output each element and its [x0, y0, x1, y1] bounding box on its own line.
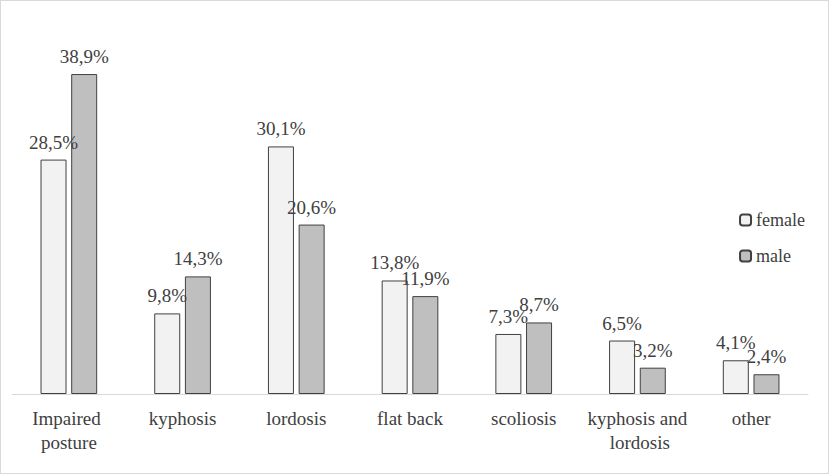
svg-text:kyphosis: kyphosis [149, 408, 217, 429]
svg-text:30,1%: 30,1% [256, 118, 305, 139]
svg-text:6,5%: 6,5% [602, 313, 642, 334]
svg-text:3,2%: 3,2% [633, 340, 673, 361]
svg-text:38,9%: 38,9% [60, 46, 109, 67]
svg-text:female: female [756, 210, 805, 230]
svg-text:male: male [756, 246, 791, 266]
svg-text:posture: posture [41, 432, 97, 453]
svg-text:4,1%: 4,1% [716, 332, 756, 354]
svg-text:7,3%: 7,3% [488, 306, 529, 327]
svg-text:other: other [732, 408, 772, 429]
svg-text:lordosis: lordosis [605, 432, 670, 453]
svg-text:9,8%: 9,8% [147, 285, 187, 306]
svg-text:8,7%: 8,7% [519, 294, 559, 315]
svg-text:11,9%: 11,9% [401, 268, 450, 289]
svg-text:13,8%: 13,8% [370, 252, 420, 274]
svg-text:kyphosis and: kyphosis and [588, 408, 688, 429]
svg-text:14,3%: 14,3% [173, 248, 222, 269]
svg-text:lordosis: lordosis [266, 408, 326, 429]
svg-text:20,6%: 20,6% [287, 197, 336, 218]
svg-text:Impaired: Impaired [32, 408, 105, 429]
svg-text:28,5%: 28,5% [29, 132, 78, 153]
svg-text:2,4%: 2,4% [747, 346, 787, 367]
svg-text:flat back: flat back [377, 408, 443, 429]
svg-text:scoliosis: scoliosis [491, 408, 556, 429]
